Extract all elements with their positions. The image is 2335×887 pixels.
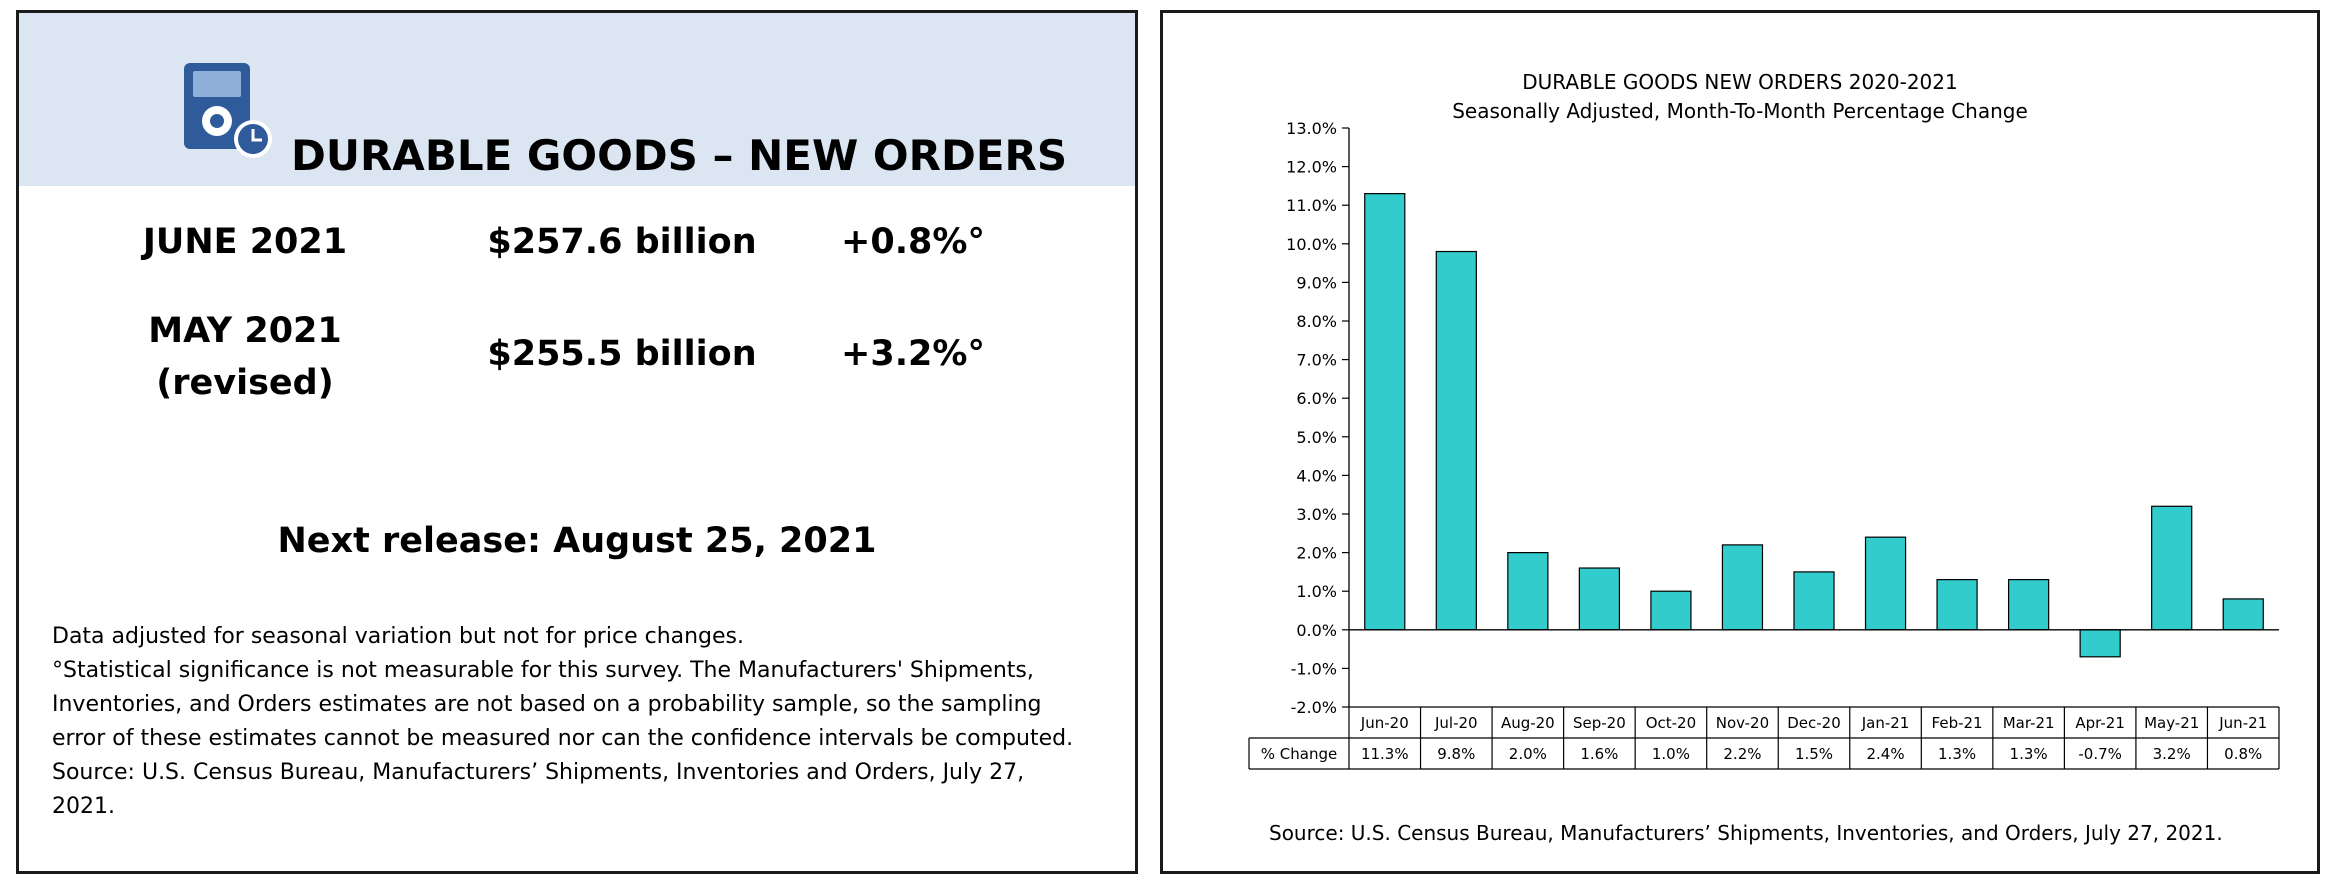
data-label: 1.3% <box>2010 745 2048 763</box>
series-label: % Change <box>1261 745 1337 763</box>
data-label: 9.8% <box>1437 745 1475 763</box>
note-line: Data adjusted for seasonal variation but… <box>52 624 745 649</box>
bar <box>1650 590 1692 631</box>
june-change: +0.8%° <box>841 222 985 262</box>
data-label: 1.5% <box>1795 745 1833 763</box>
y-tick-label: 3.0% <box>1296 505 1337 524</box>
y-tick-label: 8.0% <box>1296 312 1337 331</box>
category-label: May-21 <box>2144 714 2199 732</box>
chart-subtitle: Seasonally Adjusted, Month-To-Month Perc… <box>1452 99 2028 123</box>
y-tick-label: 11.0% <box>1286 196 1337 215</box>
may-label: MAY 2021 (revised) <box>148 305 342 409</box>
data-label: 2.0% <box>1509 745 1547 763</box>
category-label: Jan-21 <box>1861 714 1910 732</box>
bar-chart: 13.0% 12.0% 11.0% 10.0% 9.0% 8.0% 7.0% 6.0% 5.0%… <box>1248 119 2280 770</box>
data-label: 1.6% <box>1580 745 1618 763</box>
note-line: °Statistical significance is not measura… <box>52 658 1034 683</box>
page-title: DURABLE GOODS – NEW ORDERS <box>291 131 1068 180</box>
category-label: Aug-20 <box>1501 714 1555 732</box>
bar <box>1364 193 1406 631</box>
bar <box>1435 250 1477 631</box>
category-label: Apr-21 <box>2075 714 2125 732</box>
bar <box>2079 629 2121 658</box>
note-line: Source: U.S. Census Bureau, Manufacturer… <box>52 760 1025 785</box>
data-label: -0.7% <box>2078 745 2122 763</box>
data-label: 2.4% <box>1866 745 1904 763</box>
bar <box>1721 544 1764 631</box>
note-line: Inventories, and Orders estimates are no… <box>52 692 1042 717</box>
next-release: Next release: August 25, 2021 <box>277 521 877 561</box>
category-label: Oct-20 <box>1646 714 1696 732</box>
june-label: JUNE 2021 <box>142 222 348 262</box>
data-label: 2.2% <box>1723 745 1761 763</box>
may-label-line2: (revised) <box>156 363 334 403</box>
chart-title: DURABLE GOODS NEW ORDERS 2020-2021 <box>1522 70 1958 94</box>
y-tick-label: 6.0% <box>1296 389 1337 408</box>
summary-panel: DURABLE GOODS – NEW ORDERS JUNE 2021 $25… <box>16 10 1138 874</box>
bar <box>2151 505 2193 631</box>
y-tick-label: 13.0% <box>1286 119 1337 138</box>
category-label: Jun-20 <box>1360 714 1409 732</box>
notes: Data adjusted for seasonal variation but… <box>52 620 1127 824</box>
category-label: Jun-21 <box>2218 714 2267 732</box>
category-label: Mar-21 <box>2003 714 2055 732</box>
category-label: Dec-20 <box>1787 714 1841 732</box>
bar <box>2007 579 2050 631</box>
y-tick-label: 4.0% <box>1296 466 1337 485</box>
data-label: 0.8% <box>2224 745 2262 763</box>
category-label: Nov-20 <box>1716 714 1769 732</box>
bar <box>1507 551 1549 631</box>
category-label: Sep-20 <box>1573 714 1626 732</box>
category-label: Jul-20 <box>1434 714 1478 732</box>
chart-source: Source: U.S. Census Bureau, Manufacturer… <box>1269 821 2223 845</box>
bar <box>1864 536 1907 631</box>
may-label-line1: MAY 2021 <box>148 311 342 351</box>
data-label: 1.3% <box>1938 745 1976 763</box>
y-tick-label: 10.0% <box>1286 235 1337 254</box>
note-line: 2021. <box>52 794 115 819</box>
y-tick-label: -1.0% <box>1291 659 1337 678</box>
device-clock-icon <box>184 63 272 158</box>
y-tick-label: 2.0% <box>1296 544 1337 563</box>
june-amount: $257.6 billion <box>487 222 757 262</box>
data-label: 11.3% <box>1361 745 1409 763</box>
bar <box>1793 571 1835 631</box>
y-tick-label: -2.0% <box>1291 698 1337 717</box>
y-tick-label: 9.0% <box>1296 273 1337 292</box>
bar <box>1936 579 1978 631</box>
note-line: error of these estimates cannot be measu… <box>52 726 1074 751</box>
data-label: 1.0% <box>1652 745 1690 763</box>
y-tick-label: 12.0% <box>1286 158 1337 177</box>
y-tick-label: 5.0% <box>1296 428 1337 447</box>
data-label: 3.2% <box>2153 745 2191 763</box>
may-change: +3.2%° <box>841 334 985 374</box>
y-tick-label: 1.0% <box>1296 582 1337 601</box>
y-tick-label: 7.0% <box>1296 351 1337 370</box>
may-amount: $255.5 billion <box>487 334 757 374</box>
bar <box>2222 598 2264 631</box>
y-tick-label: 0.0% <box>1296 621 1337 640</box>
category-label: Feb-21 <box>1932 714 1983 732</box>
bar <box>1578 567 1621 631</box>
chart-panel: DURABLE GOODS NEW ORDERS 2020-2021 Seaso… <box>1160 10 2320 874</box>
